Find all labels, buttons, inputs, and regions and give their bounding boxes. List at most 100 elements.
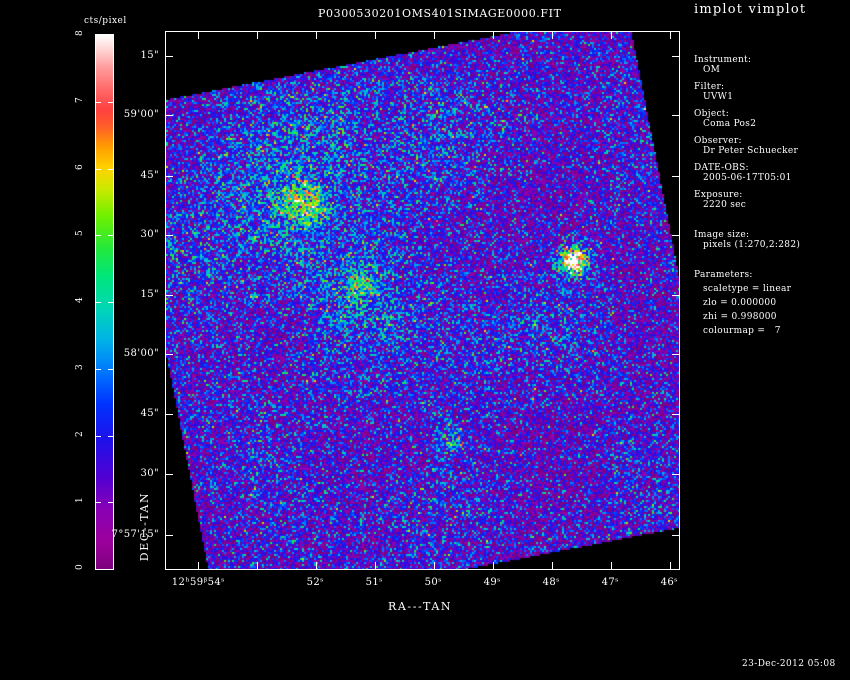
x-axis-tick (257, 32, 258, 39)
param-scaletype: scaletype = linear (703, 284, 792, 294)
dateobs-value: 2005-06-17T05:01 (703, 173, 792, 183)
param-zhi: zhi = 0.998000 (703, 312, 777, 322)
x-axis-tick (670, 32, 671, 39)
y-axis-tick-label: 59'00" (123, 109, 159, 120)
object-value: Coma Pos2 (703, 119, 757, 129)
filter-block: Filter: UVW1 (694, 82, 846, 102)
x-axis-tick-label: 50ˢ (424, 577, 442, 588)
y-axis-tick (166, 176, 173, 177)
y-axis-tick (166, 474, 173, 475)
x-axis-tick-label: 12ʰ59ᵝ54ˢ (171, 577, 225, 588)
app-title: implot vimplot (694, 2, 807, 17)
colorbar-tick-label: 2 (75, 431, 85, 437)
x-axis-tick-label: 51ˢ (365, 577, 383, 588)
colorbar-tick (108, 35, 113, 36)
x-axis-tick (316, 562, 317, 569)
timestamp: 23-Dec-2012 05:08 (742, 659, 836, 669)
x-axis-tick (434, 32, 435, 39)
colorbar-tick-label: 4 (75, 297, 85, 303)
colorbar-tick (108, 302, 113, 303)
y-axis-tick (672, 414, 679, 415)
y-axis-title-wrap: DEC--TAN (124, 250, 184, 561)
colorbar-tick (108, 169, 113, 170)
colorbar-tick (108, 436, 113, 437)
x-axis-tick (552, 562, 553, 569)
filter-value: UVW1 (703, 92, 734, 102)
instrument-key: Instrument: (694, 55, 752, 65)
y-axis-tick (672, 56, 679, 57)
y-axis-tick-label: 30" (140, 468, 159, 479)
y-axis-tick-label: 15" (140, 289, 159, 300)
colorbar-tick-label: 8 (75, 30, 85, 36)
sky-image-canvas (166, 32, 679, 569)
panel-spacer (694, 217, 846, 230)
colorbar-tick (108, 235, 113, 236)
y-axis-tick (166, 235, 173, 236)
x-axis-tick (375, 562, 376, 569)
colorbar-tick (96, 102, 101, 103)
y-axis-tick (672, 115, 679, 116)
x-axis-title: RA---TAN (388, 600, 453, 613)
object-key: Object: (694, 109, 730, 119)
colorbar (95, 34, 114, 570)
metadata-panel: Instrument: OM Filter: UVW1 Object: Coma… (694, 55, 846, 343)
x-axis-tick (611, 32, 612, 39)
colorbar-tick (96, 302, 101, 303)
x-axis-tick (198, 32, 199, 39)
instrument-block: Instrument: OM (694, 55, 846, 75)
y-axis-title: DEC--TAN (138, 491, 152, 562)
colorbar-tick (96, 436, 101, 437)
observer-value: Dr Peter Schuecker (703, 146, 799, 156)
x-axis-tick (670, 562, 671, 569)
y-axis-tick (672, 535, 679, 536)
y-axis-tick (166, 56, 173, 57)
x-axis-tick (611, 562, 612, 569)
colorbar-tick (96, 169, 101, 170)
x-axis-tick (434, 562, 435, 569)
colorbar-tick-label: 7 (75, 97, 85, 103)
y-axis-tick (166, 535, 173, 536)
x-axis-tick-label: 49ˢ (483, 577, 501, 588)
y-axis-tick-label: 58'00" (123, 348, 159, 359)
colorbar-tick (108, 569, 113, 570)
y-axis-tick (672, 474, 679, 475)
parameters-key: Parameters: (694, 270, 753, 280)
y-axis-tick (166, 414, 173, 415)
x-axis-tick-label: 52ˢ (306, 577, 324, 588)
y-axis-tick-label: 45" (140, 408, 159, 419)
colorbar-tick (96, 235, 101, 236)
y-axis-tick-label: 15" (140, 50, 159, 61)
y-axis-tick (672, 354, 679, 355)
param-colourmap: colourmap = 7 (703, 326, 781, 336)
param-zlo: zlo = 0.000000 (703, 298, 777, 308)
info-panel-bracket (679, 31, 688, 570)
exposure-key: Exposure: (694, 190, 743, 200)
y-axis-tick (672, 235, 679, 236)
x-axis-tick (493, 32, 494, 39)
y-axis-tick (672, 295, 679, 296)
colorbar-tick-label: 3 (75, 364, 85, 370)
observer-key: Observer: (694, 136, 742, 146)
x-axis-tick (552, 32, 553, 39)
colorbar-tick (96, 369, 101, 370)
colorbar-tick (96, 502, 101, 503)
colorbar-tick-label: 5 (75, 230, 85, 236)
colorbar-tick (108, 369, 113, 370)
parameters-block: Parameters: scaletype = linear zlo = 0.0… (694, 270, 846, 336)
sky-image-plot[interactable] (165, 31, 680, 570)
x-axis-tick (316, 32, 317, 39)
exposure-block: Exposure: 2220 sec (694, 190, 846, 210)
page-title: P0300530201OMS401SIMAGE0000.FIT (318, 7, 562, 20)
x-axis-tick-label: 47ˢ (601, 577, 619, 588)
dateobs-block: DATE-OBS: 2005-06-17T05:01 (694, 163, 846, 183)
colorbar-tick (108, 102, 113, 103)
y-axis-tick-label: 30" (140, 229, 159, 240)
y-axis-tick (672, 176, 679, 177)
x-axis-tick (198, 562, 199, 569)
colorbar-unit-label: cts/pixel (84, 16, 127, 26)
observer-block: Observer: Dr Peter Schuecker (694, 136, 846, 156)
x-axis-tick-label: 48ˢ (542, 577, 560, 588)
panel-spacer-2 (694, 257, 846, 270)
colorbar-tick-label: 6 (75, 164, 85, 170)
dateobs-key: DATE-OBS: (694, 163, 749, 173)
